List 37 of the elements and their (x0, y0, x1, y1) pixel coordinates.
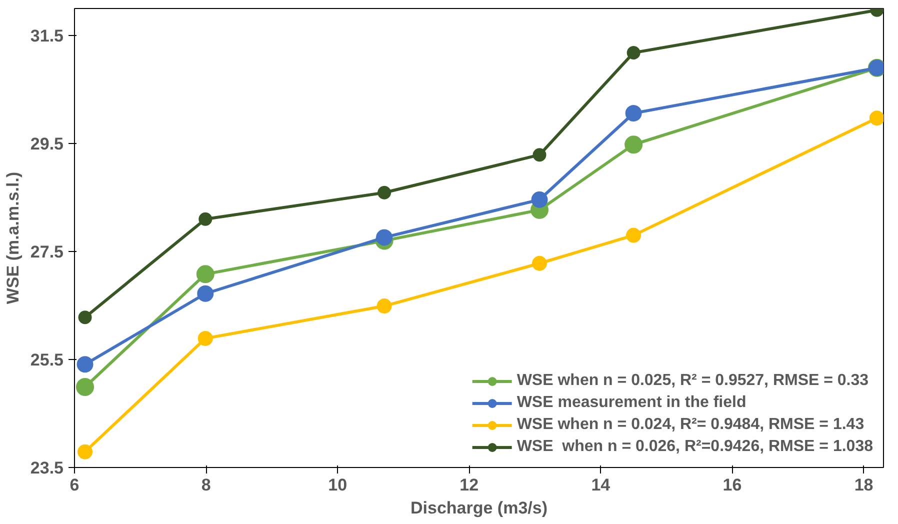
legend-label: WSE when n = 0.025, R² = 0.9527, RMSE = 0.33 (516, 372, 869, 390)
x-tick-label: 8 (201, 476, 211, 494)
point (376, 229, 393, 246)
x-tick-label: 14 (591, 476, 611, 494)
point (625, 105, 642, 122)
x-tick-label: 6 (70, 476, 80, 494)
point (626, 228, 642, 243)
x-axis-title: Discharge (m3/s) (410, 498, 548, 518)
point (624, 136, 643, 154)
point (378, 186, 392, 200)
y-axis-title: WSE (m.a.m.s.l.) (3, 172, 22, 304)
point (532, 148, 546, 162)
point (197, 285, 214, 302)
point (78, 310, 92, 324)
y-tick-label: 23.5 (30, 458, 64, 478)
point (76, 378, 94, 396)
x-tick-label: 18 (854, 476, 874, 494)
x-tick-label: 10 (328, 476, 348, 494)
y-tick-label: 25.5 (30, 350, 64, 370)
point (198, 330, 213, 346)
point (376, 298, 392, 314)
point (626, 46, 640, 60)
legend-label: WSE measurement in the field (516, 394, 746, 412)
legend-label: WSE when n = 0.024, R²= 0.9484, RMSE = 1.43 (516, 416, 864, 434)
point (531, 191, 548, 208)
y-tick-label: 29.5 (30, 134, 64, 154)
point (196, 265, 214, 284)
y-tick-label: 31.5 (30, 26, 64, 46)
x-tick-label: 12 (460, 476, 479, 494)
point (78, 444, 93, 460)
x-tick-label: 16 (722, 476, 742, 494)
point (532, 256, 548, 271)
point (76, 356, 94, 373)
point (869, 110, 884, 126)
legend-label: WSE when n = 0.026, R²=0.9426, RMSE = 1.038 (516, 438, 873, 456)
y-tick-label: 27.5 (30, 242, 64, 262)
point (198, 212, 212, 226)
